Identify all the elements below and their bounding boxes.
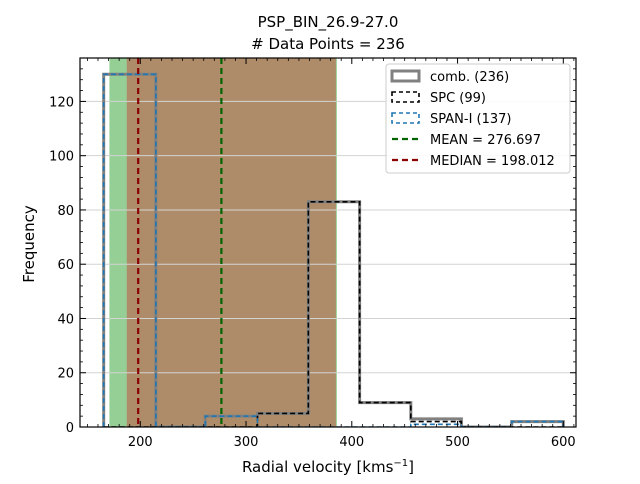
y-tick-label: 80 bbox=[57, 204, 74, 219]
legend-label: MEAN = 276.697 bbox=[430, 133, 541, 148]
x-tick-label: 400 bbox=[339, 435, 364, 450]
x-axis-label: Radial velocity [kms−1] bbox=[242, 458, 414, 476]
histogram-series-3 bbox=[102, 73, 565, 427]
chart-title-line1: PSP_BIN_26.9-27.0 bbox=[258, 13, 399, 32]
y-axis-label: Frequency bbox=[20, 205, 38, 283]
shaded-span-1 bbox=[109, 58, 337, 427]
legend-swatch bbox=[391, 112, 420, 124]
chart-title-line2: # Data Points = 236 bbox=[251, 35, 405, 53]
legend-swatch bbox=[391, 91, 420, 103]
legend-label: SPC (99) bbox=[430, 91, 486, 106]
y-tick-label: 120 bbox=[49, 95, 74, 110]
y-tick-label: 0 bbox=[66, 421, 74, 436]
legend-label: MEDIAN = 198.012 bbox=[430, 154, 555, 169]
legend: comb. (236) SPC (99) SPAN-I (137) MEAN = 27… bbox=[385, 63, 571, 174]
y-tick-label: 100 bbox=[49, 150, 74, 165]
x-tick-label: 600 bbox=[551, 435, 576, 450]
histogram-series-1 bbox=[102, 72, 565, 427]
y-tick-label: 60 bbox=[57, 258, 74, 273]
legend-swatch bbox=[390, 69, 421, 83]
legend-label: SPAN-I (137) bbox=[430, 112, 512, 127]
x-tick-label: 300 bbox=[234, 435, 259, 450]
x-tick-label: 200 bbox=[128, 435, 153, 450]
x-tick-label: 500 bbox=[445, 435, 470, 450]
histogram-series-2 bbox=[103, 201, 564, 427]
legend-box bbox=[385, 63, 571, 174]
legend-label: comb. (236) bbox=[430, 70, 509, 85]
shaded-span-2 bbox=[126, 58, 336, 427]
y-tick-label: 20 bbox=[57, 367, 74, 382]
plot-area: 200 300 400 500 600 0 20 40 60 80 100 120 comb. (236… bbox=[49, 57, 577, 450]
y-tick-label: 40 bbox=[57, 312, 74, 327]
